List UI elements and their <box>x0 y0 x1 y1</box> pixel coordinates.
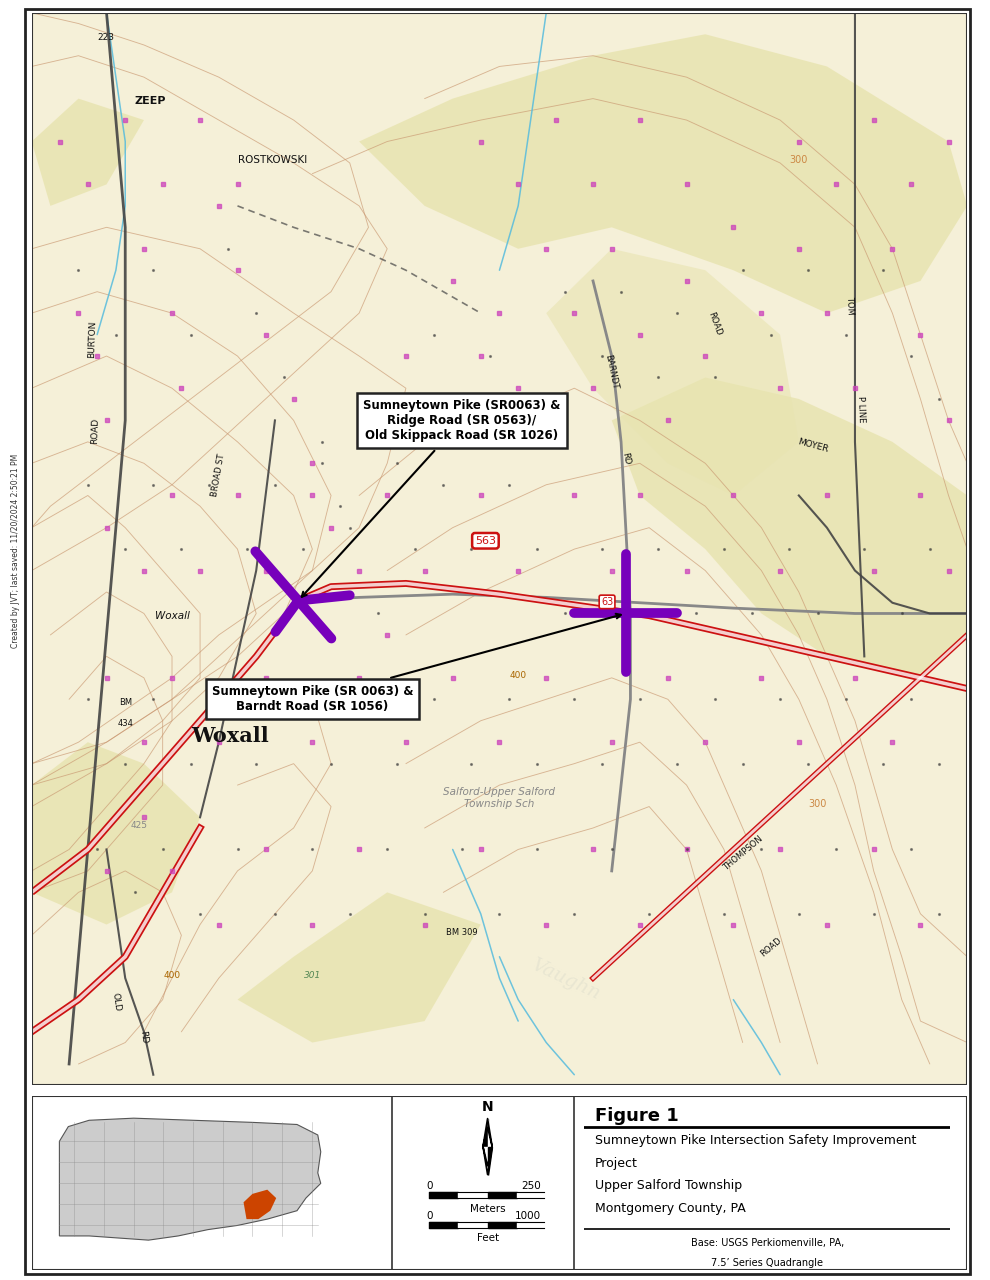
Text: 400: 400 <box>510 671 527 680</box>
Text: 300: 300 <box>809 799 827 809</box>
Text: ROSTKOWSKI: ROSTKOWSKI <box>238 155 307 165</box>
Polygon shape <box>430 1221 458 1228</box>
Polygon shape <box>458 1221 487 1228</box>
Text: Feet: Feet <box>476 1234 499 1243</box>
Text: Sumneytown Pike (SR0063) &
Ridge Road (SR 0563)/
Old Skippack Road (SR 1026): Sumneytown Pike (SR0063) & Ridge Road (S… <box>302 399 560 596</box>
Text: BARNDT: BARNDT <box>604 353 620 390</box>
Polygon shape <box>359 35 967 314</box>
Text: Meters: Meters <box>470 1204 505 1213</box>
Text: THOMPSON: THOMPSON <box>721 835 764 873</box>
Text: TOM: TOM <box>845 296 855 315</box>
Text: RD: RD <box>620 452 632 466</box>
Text: MOYER: MOYER <box>797 438 830 454</box>
Text: 0: 0 <box>426 1181 433 1192</box>
Text: Woxall: Woxall <box>154 611 189 621</box>
Polygon shape <box>517 1192 544 1198</box>
Polygon shape <box>487 1147 492 1175</box>
Text: Base: USGS Perkiomenville, PA,: Base: USGS Perkiomenville, PA, <box>691 1239 843 1248</box>
Polygon shape <box>612 378 967 678</box>
Polygon shape <box>458 1192 487 1198</box>
Text: 434: 434 <box>117 719 134 728</box>
Text: Sumneytown Pike Intersection Safety Improvement: Sumneytown Pike Intersection Safety Impr… <box>595 1134 917 1147</box>
Text: OLD: OLD <box>110 992 122 1012</box>
Text: Montgomery County, PA: Montgomery County, PA <box>595 1202 745 1216</box>
Text: 400: 400 <box>163 972 180 980</box>
Text: 7.5’ Series Quadrangle: 7.5’ Series Quadrangle <box>711 1258 824 1268</box>
Polygon shape <box>483 1147 487 1175</box>
Text: BM 309: BM 309 <box>446 928 478 937</box>
Text: BM: BM <box>119 698 132 707</box>
Text: 223: 223 <box>97 32 114 42</box>
Polygon shape <box>546 248 799 495</box>
Text: Salford-Upper Salford
Township Sch: Salford-Upper Salford Township Sch <box>444 787 555 809</box>
Text: 425: 425 <box>131 820 148 829</box>
Text: BROAD ST: BROAD ST <box>211 453 227 498</box>
Text: 0: 0 <box>426 1211 433 1221</box>
Polygon shape <box>59 1119 321 1240</box>
Text: Project: Project <box>595 1157 638 1170</box>
Text: Woxall: Woxall <box>191 726 268 746</box>
Text: 563: 563 <box>475 536 496 545</box>
Polygon shape <box>517 1221 544 1228</box>
Polygon shape <box>238 892 481 1042</box>
Text: 63: 63 <box>601 596 613 607</box>
Text: 301: 301 <box>304 972 321 980</box>
Polygon shape <box>487 1221 517 1228</box>
Text: 250: 250 <box>522 1181 542 1192</box>
Text: RD: RD <box>139 1030 149 1044</box>
Polygon shape <box>32 742 200 924</box>
Polygon shape <box>483 1119 487 1147</box>
Text: BURTON: BURTON <box>87 320 98 358</box>
Text: Upper Salford Township: Upper Salford Township <box>595 1179 742 1193</box>
Polygon shape <box>32 99 144 206</box>
Polygon shape <box>430 1192 458 1198</box>
Text: N: N <box>482 1101 493 1114</box>
Text: Vaughn: Vaughn <box>528 956 602 1004</box>
Text: P LINE: P LINE <box>855 396 865 422</box>
Text: ROAD: ROAD <box>758 936 783 959</box>
Text: Figure 1: Figure 1 <box>595 1107 679 1125</box>
Polygon shape <box>487 1192 517 1198</box>
Text: ROAD: ROAD <box>706 310 723 337</box>
Text: ZEEP: ZEEP <box>135 96 166 106</box>
Text: Sumneytown Pike (SR 0063) &
Barndt Road (SR 1056): Sumneytown Pike (SR 0063) & Barndt Road … <box>212 614 621 713</box>
Polygon shape <box>487 1119 492 1147</box>
Text: Created by JVT; last saved: 11/20/2024 2:50:21 PM: Created by JVT; last saved: 11/20/2024 2… <box>11 453 21 648</box>
Text: 1000: 1000 <box>515 1211 542 1221</box>
Polygon shape <box>244 1189 276 1219</box>
Text: ROAD: ROAD <box>90 417 100 444</box>
Text: 300: 300 <box>790 155 808 165</box>
